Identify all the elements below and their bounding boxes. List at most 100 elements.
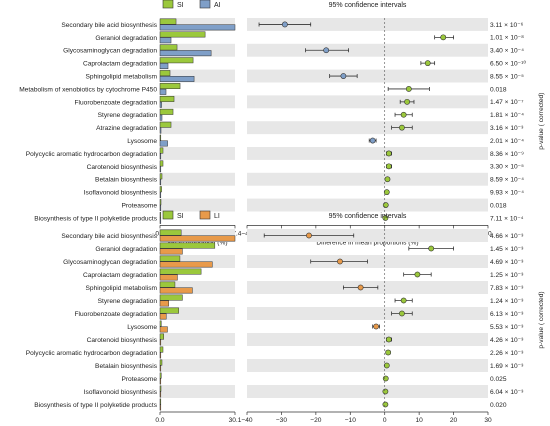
ci-point: [399, 124, 405, 131]
bar-li: [159, 352, 162, 359]
bar-li: [159, 326, 168, 333]
bar-x-tick-label: 0.0: [155, 417, 164, 424]
ci-point: [405, 86, 412, 92]
bar-si: [159, 307, 179, 314]
p-value-label: 3.11 × 10⁻⁶: [490, 22, 524, 29]
bar-ai: [159, 76, 195, 82]
bar-row-stripe: [160, 172, 235, 186]
bar-si: [159, 173, 163, 180]
bar-ai: [159, 24, 236, 31]
ci-point: [385, 150, 392, 157]
category-label: Biosynthesis of type II polyketide produ…: [34, 215, 157, 222]
ci-point: [404, 98, 410, 105]
bar-si: [159, 134, 162, 141]
bar-row-stripe: [160, 385, 235, 398]
bar-si: [159, 333, 164, 340]
bar-ai: [159, 37, 172, 44]
category-label: Geraniol degradation: [95, 246, 157, 253]
ci-point: [340, 73, 347, 79]
bar-si: [159, 57, 194, 64]
category-label: Biosynthesis of type II polyketide produ…: [34, 402, 157, 409]
p-value-label: 1.47 × 10⁻⁷: [490, 99, 524, 106]
category-label: Carotenoid biosynthesis: [87, 164, 158, 171]
bar-si: [159, 359, 163, 366]
bar-row-stripe: [160, 95, 235, 109]
ci-point: [382, 375, 389, 382]
bar-si: [159, 70, 171, 77]
p-value-label: 1.01 × 10⁻⁸: [490, 35, 524, 42]
p-value-label: 9.93 × 10⁻⁴: [490, 189, 524, 196]
ci-row-stripe: [247, 121, 488, 135]
bar-li: [159, 404, 162, 411]
ci-row-stripe: [247, 147, 488, 160]
bar-si: [159, 121, 172, 128]
p-value-label: 8.36 × 10⁻⁹: [490, 151, 524, 158]
ci-point: [382, 388, 389, 395]
p-value-label: 1.81 × 10⁻⁴: [490, 112, 524, 119]
p-value-label: 6.13 × 10⁻³: [490, 311, 524, 318]
ci-point: [306, 232, 312, 239]
p-value-label: 5.53 × 10⁻³: [490, 324, 524, 331]
bar-li: [159, 365, 162, 372]
ci-row-stripe: [247, 172, 488, 186]
bar-si: [159, 160, 164, 167]
p-value-label: 4.69 × 10⁻³: [490, 259, 524, 266]
bar-si: [159, 83, 181, 90]
bar-ai: [159, 114, 163, 121]
bar-li: [159, 313, 167, 320]
bar-si: [159, 108, 174, 115]
bar-x-tick-label: 37.4: [229, 230, 242, 237]
legend-label: LI: [214, 213, 220, 220]
bar-si: [159, 242, 216, 249]
ci-x-tick-label: 10: [415, 417, 423, 424]
bar-si: [159, 255, 181, 262]
bar-ai: [159, 127, 162, 134]
bar-si: [159, 281, 176, 288]
category-label: Fluorobenzoate degradation: [75, 99, 158, 106]
p-value-label: 4.66 × 10⁻³: [490, 233, 524, 240]
p-value-label: 3.40 × 10⁻⁴: [490, 48, 524, 55]
p-value-label: 8.59 × 10⁻⁴: [490, 177, 524, 184]
category-label: Polycyclic aromatic hydrocarbon degradat…: [26, 350, 158, 357]
category-label: Polycyclic aromatic hydrocarbon degradat…: [26, 151, 158, 158]
ci-x-tick-label: 20: [450, 417, 458, 424]
p-value-label: 1.45 × 10⁻³: [490, 246, 524, 253]
category-label: Betalain biosynthesis: [95, 177, 158, 184]
legend-swatch-si: [162, 0, 174, 9]
p-value-label: 6.50 × 10⁻¹⁰: [490, 59, 526, 67]
ci-point: [424, 60, 431, 67]
ci-x-tick-label: −30: [276, 417, 288, 424]
bar-si: [159, 147, 164, 154]
category-label: Proteasome: [121, 376, 157, 383]
ci-x-axis-label: Difference in mean proportions (%): [316, 239, 418, 246]
ci-point: [323, 47, 330, 54]
legend-swatch-si: [162, 210, 174, 220]
bar-ai: [159, 166, 162, 173]
p-value-label: 7.11 × 10⁻⁴: [490, 215, 524, 222]
p-value-label: 3.30 × 10⁻⁵: [490, 164, 524, 171]
ci-row-stripe: [247, 69, 488, 83]
bar-si: [159, 268, 202, 275]
ci-point: [440, 34, 447, 41]
p-value-label: 1.24 × 10⁻³: [490, 298, 524, 305]
ci-point: [382, 202, 389, 208]
ci-row-stripe: [247, 359, 488, 372]
ci-point: [428, 245, 435, 252]
bar-li: [159, 300, 169, 307]
bar-x-tick-label: 30.1: [229, 417, 242, 424]
ci-point: [337, 258, 343, 265]
bar-ai: [159, 153, 162, 160]
bar-si: [159, 18, 177, 25]
p-value-axis-label: p-value ( corrected): [538, 93, 545, 150]
bar-si: [159, 385, 162, 392]
ci-point: [373, 323, 380, 330]
bar-li: [159, 274, 178, 281]
p-value-label: 0.025: [490, 376, 507, 383]
category-label: Secondary bile acid biosynthesis: [61, 22, 157, 29]
category-label: Proteasome: [121, 202, 157, 209]
bar-si: [159, 95, 175, 102]
bar-si: [159, 294, 183, 301]
ci-x-tick-label: −10: [345, 417, 357, 424]
bar-li: [159, 391, 162, 398]
